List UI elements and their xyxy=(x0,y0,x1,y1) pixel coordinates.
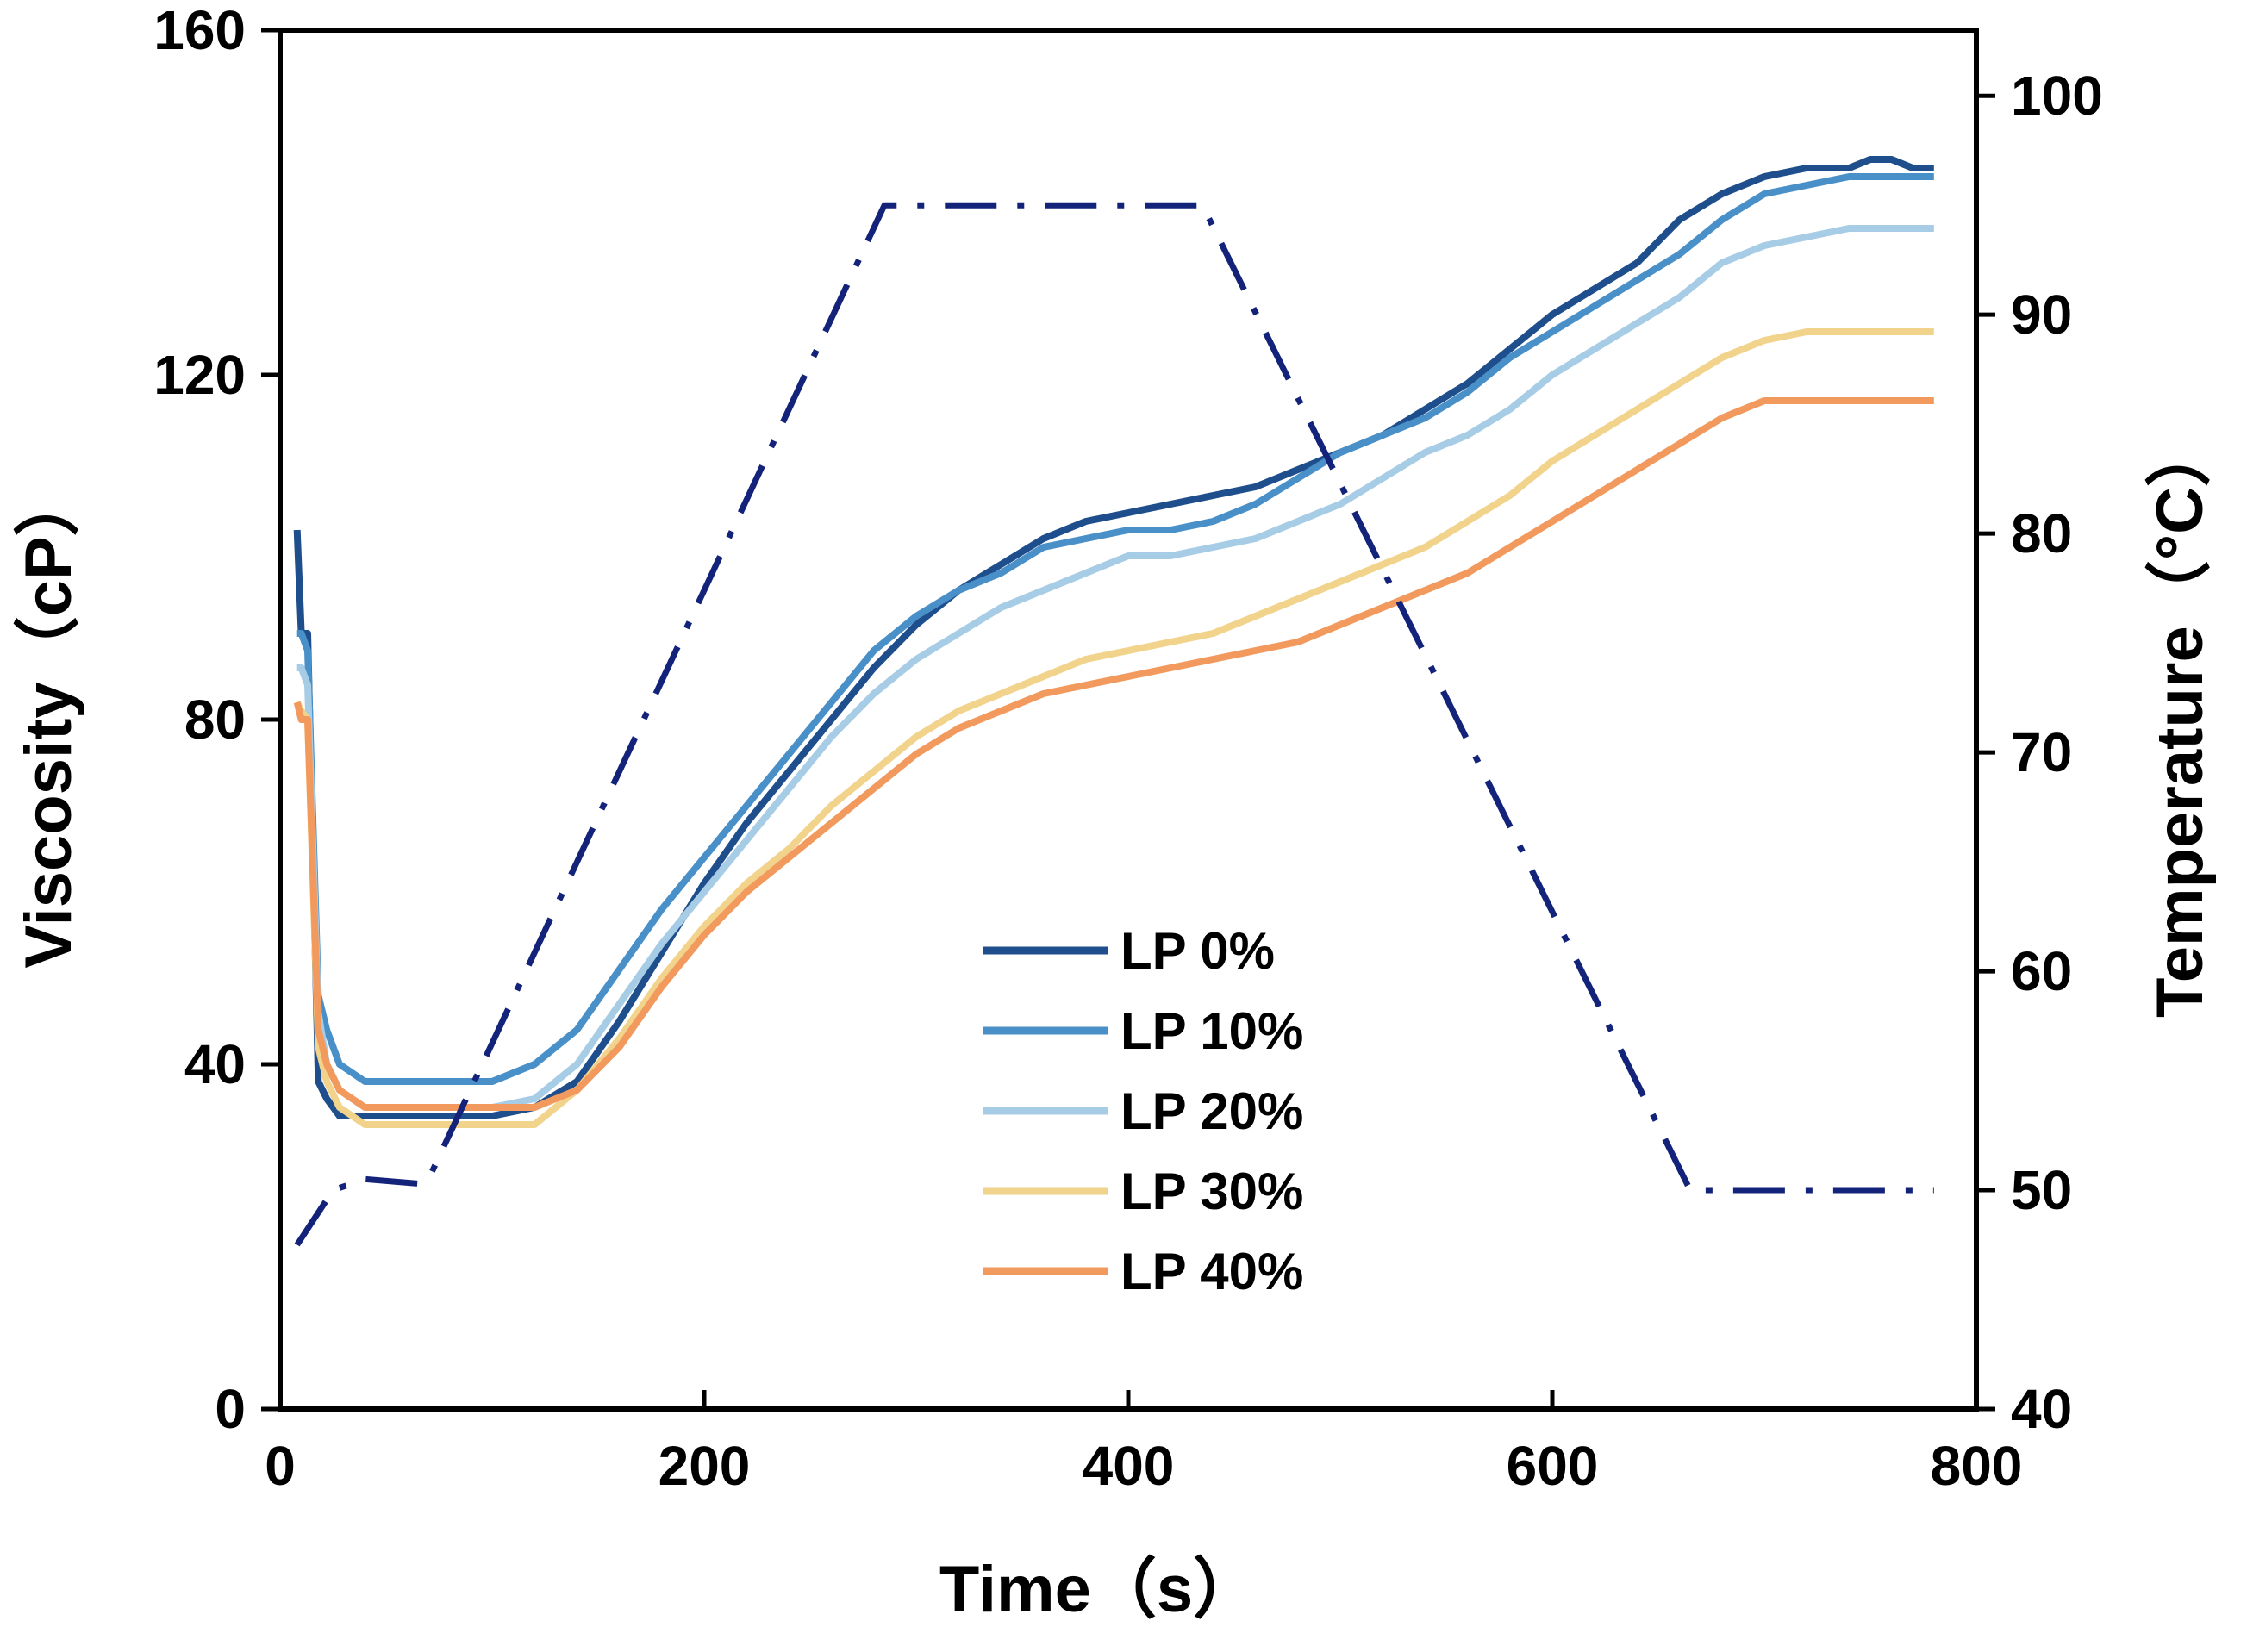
legend-label: LP 40% xyxy=(1120,1243,1303,1300)
series-line-lp-20 xyxy=(296,225,1934,1111)
y-left-tick-label: 80 xyxy=(184,689,246,751)
y-right-tick-label: 80 xyxy=(2011,502,2072,564)
y-right-tick-label: 50 xyxy=(2011,1159,2072,1221)
legend-label: LP 30% xyxy=(1120,1163,1303,1220)
y-left-tick-label: 120 xyxy=(153,344,246,406)
y-left-tick-label: 160 xyxy=(153,0,246,61)
legend-label: LP 10% xyxy=(1120,1002,1303,1060)
y-right-tick-label: 70 xyxy=(2011,721,2072,783)
y-right-tick-label: 40 xyxy=(2011,1378,2072,1440)
x-tick-label: 800 xyxy=(1931,1435,2023,1497)
y-left-tick-label: 40 xyxy=(184,1033,246,1095)
x-tick-label: 400 xyxy=(1083,1435,1175,1497)
x-tick-label: 0 xyxy=(265,1435,296,1497)
y-left-tick-label: 0 xyxy=(215,1378,246,1440)
legend-label: LP 20% xyxy=(1120,1082,1303,1140)
y-axis-left-title: Viscosity（cP） xyxy=(12,471,85,968)
x-tick-label: 600 xyxy=(1507,1435,1599,1497)
series-line-lp-30 xyxy=(294,328,1934,1128)
series-line-lp-40 xyxy=(293,397,1934,1111)
ticks-layer: 0 200 400 600 800 0 40 80 120 160 40 50 60 70 80 90 100 xyxy=(153,0,2103,1497)
legend-label: LP 0% xyxy=(1120,922,1275,980)
y-right-tick-label: 100 xyxy=(2011,65,2103,127)
series-line-temperature xyxy=(294,202,1934,1247)
series-line-lp-10 xyxy=(296,173,1934,1085)
x-tick-label: 200 xyxy=(658,1435,751,1497)
y-right-tick-label: 60 xyxy=(2011,940,2072,1002)
x-axis-title: Time（s） xyxy=(939,1553,1258,1626)
y-axis-right-title: Temperature（°C） xyxy=(2144,421,2217,1018)
legend: LP 0% LP 10% LP 20% LP 30% LP 40% xyxy=(983,922,1303,1300)
series-line-lp-0 xyxy=(293,156,1934,1119)
y-right-tick-label: 90 xyxy=(2011,284,2072,346)
series-layer xyxy=(293,156,1934,1247)
